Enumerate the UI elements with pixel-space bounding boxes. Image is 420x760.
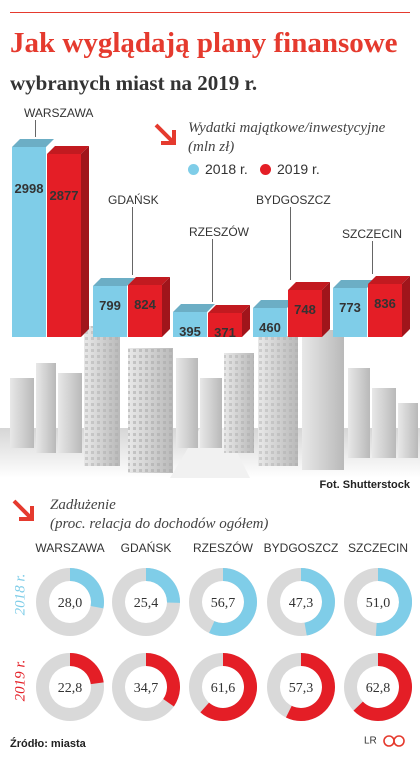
debt-note: (proc. relacja do dochodów ogółem) xyxy=(50,516,269,532)
donut-value-label: 47,3 xyxy=(289,596,314,611)
bar-value-label: 2998 xyxy=(14,180,44,196)
bar-city-label: WARSZAWA xyxy=(24,106,94,120)
debt-donut-2018: 51,0 xyxy=(344,568,412,636)
donut-segment xyxy=(146,568,180,603)
source-note: Źródło: miasta xyxy=(10,738,86,750)
debt-donut-2018: 25,4 xyxy=(112,568,180,636)
donut-segment xyxy=(70,568,104,609)
donut-value-label: 34,7 xyxy=(134,681,159,696)
debt-heading-text: Zadłużenie xyxy=(50,497,116,513)
row-label-2018-text: 2018 r. xyxy=(12,573,29,616)
bar-value-label: 836 xyxy=(374,295,396,311)
donut-segment xyxy=(146,653,180,707)
bar-value-label: 824 xyxy=(134,296,156,312)
arrow-down-right-icon xyxy=(154,123,176,145)
donut-value-label: 22,8 xyxy=(58,681,83,696)
bar-2019: 371 xyxy=(208,313,242,341)
bar-value-label: 460 xyxy=(259,319,281,335)
debt-city-label: RZESZÓW xyxy=(193,541,253,555)
legend-item-2018: 2018 r. xyxy=(188,161,248,177)
bar-2019: 748 xyxy=(288,289,322,337)
bar-2019: 2877 xyxy=(47,154,81,337)
row-label-2019: 2019 r. xyxy=(0,660,30,710)
bar-side-face xyxy=(402,275,410,337)
donut-value-label: 25,4 xyxy=(134,596,159,611)
investment-unit-note: (mln zł) xyxy=(188,139,235,155)
investment-heading-text: Wydatki majątkowe/inwestycyjne xyxy=(188,120,386,136)
legend-label-2018: 2018 r. xyxy=(205,161,248,177)
legend-dot-2019 xyxy=(260,163,271,175)
debt-donut-2019: 57,3 xyxy=(267,653,335,721)
city-skyline-photo xyxy=(0,326,420,478)
debt-donut-2019: 61,6 xyxy=(189,653,257,721)
donut-segment xyxy=(209,568,257,636)
bar-top-face xyxy=(12,138,54,147)
bar-2019: 836 xyxy=(368,283,402,337)
cp-logo-icon xyxy=(382,735,405,747)
bar-side-face xyxy=(162,276,170,337)
bar-value-label: 395 xyxy=(179,323,201,339)
photo-credit: Fot. Shutterstock xyxy=(319,479,410,491)
debt-city-label: GDAŃSK xyxy=(120,541,172,555)
bar-value-label: 773 xyxy=(339,299,361,315)
donut-segment xyxy=(200,653,257,721)
bar-value-label: 371 xyxy=(214,325,236,341)
donut-value-label: 57,3 xyxy=(289,681,314,696)
bar-side-face xyxy=(81,146,89,337)
logo-initials: LR xyxy=(364,735,377,747)
debt-donut-2019: 62,8 xyxy=(344,653,412,721)
legend-item-2019: 2019 r. xyxy=(260,161,320,177)
donut-segment xyxy=(285,653,335,721)
arrow-down-right-icon xyxy=(12,499,34,521)
bar-2018: 799 xyxy=(93,286,127,337)
bar-city-label: SZCZECIN xyxy=(342,227,402,241)
legend-label-2019: 2019 r. xyxy=(277,161,320,177)
bar-2018: 395 xyxy=(173,311,207,339)
bar-city-label: RZESZÓW xyxy=(189,225,249,239)
debt-donut-2019: 22,8 xyxy=(36,653,104,721)
publisher-logo: LR xyxy=(364,735,405,747)
row-label-2019-text: 2019 r. xyxy=(12,659,29,702)
donut-segment xyxy=(375,568,412,636)
bar-leader-line xyxy=(35,120,36,137)
bar-leader-line xyxy=(290,207,291,280)
bar-leader-line xyxy=(212,239,213,302)
bar-value-label: 799 xyxy=(99,298,121,314)
page-subtitle: wybranych miast na 2019 r. xyxy=(10,71,258,95)
bar-side-face xyxy=(322,281,330,337)
donut-value-label: 28,0 xyxy=(58,596,83,611)
donut-value-label: 62,8 xyxy=(366,681,391,696)
bar-value-label: 748 xyxy=(294,301,316,317)
page-title: Jak wyglądają plany finansowe xyxy=(10,27,398,59)
debt-donut-2019: 34,7 xyxy=(112,653,180,721)
bar-2018: 2998 xyxy=(12,146,46,337)
donut-value-label: 56,7 xyxy=(211,596,236,611)
bar-value-label: 2877 xyxy=(49,188,79,204)
donut-value-label: 61,6 xyxy=(211,681,236,696)
investment-heading: Wydatki majątkowe/inwestycyjne (mln zł) xyxy=(188,119,408,157)
donut-segment xyxy=(301,568,335,636)
bar-leader-line xyxy=(372,241,373,274)
debt-donut-2018: 28,0 xyxy=(36,568,104,636)
debt-donut-2018: 56,7 xyxy=(189,568,257,636)
donut-segment xyxy=(70,653,104,685)
donut-value-label: 51,0 xyxy=(366,596,391,611)
bar-city-label: BYDGOSZCZ xyxy=(256,193,331,207)
debt-city-label: BYDGOSZCZ xyxy=(263,541,339,555)
debt-city-label: WARSZAWA xyxy=(35,541,105,555)
debt-city-label: SZCZECIN xyxy=(348,541,408,555)
bar-city-label: GDAŃSK xyxy=(108,193,159,207)
bar-2018: 460 xyxy=(253,307,287,337)
bar-2018: 773 xyxy=(333,287,367,337)
debt-donut-2018: 47,3 xyxy=(267,568,335,636)
bar-leader-line xyxy=(132,207,133,275)
top-rule xyxy=(10,12,410,13)
legend-dot-2018 xyxy=(188,163,199,175)
donut-segment xyxy=(353,653,412,721)
debt-heading: Zadłużenie (proc. relacja do dochodów og… xyxy=(50,496,350,534)
row-label-2018: 2018 r. xyxy=(0,574,30,624)
bar-2019: 824 xyxy=(128,284,162,337)
